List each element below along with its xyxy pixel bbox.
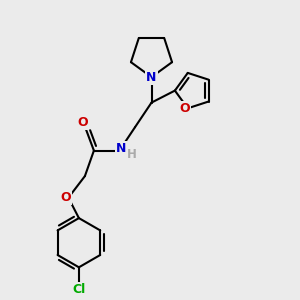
Text: H: H bbox=[127, 148, 137, 161]
Text: O: O bbox=[60, 191, 71, 204]
Text: O: O bbox=[78, 116, 88, 129]
Text: Cl: Cl bbox=[72, 283, 86, 296]
Text: N: N bbox=[146, 70, 157, 84]
Text: N: N bbox=[116, 142, 126, 155]
Text: O: O bbox=[179, 102, 190, 115]
